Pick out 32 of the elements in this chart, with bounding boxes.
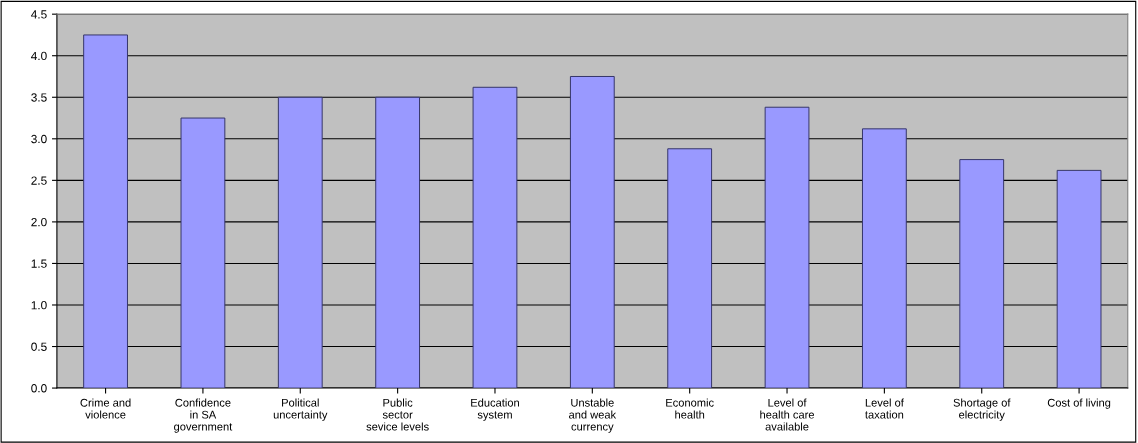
bar [959,159,1005,389]
x-tick-label: Confidence in SA government [174,398,233,433]
y-tick-label: 1.0 [31,301,47,310]
y-tick-label: 0.5 [31,342,47,351]
y-tick-label: 0.0 [31,384,47,393]
y-tick-label: 2.0 [31,217,47,227]
bar [569,76,615,389]
bar [180,117,226,389]
x-tick-label: Crime and violence [80,398,131,419]
y-tick-label: 2.5 [31,176,47,185]
bar [764,106,810,389]
y-tick-label: 3.0 [31,134,47,144]
x-tick-label: Unstable and weak currency [569,398,617,433]
x-tick-label: Level of health care available [760,398,815,431]
x-tick-label: Cost of living [1047,398,1111,409]
bar [277,96,323,389]
x-tick-label: Education system [471,398,519,421]
x-tick-label: Level of taxation [865,398,904,419]
x-tick-label: Shortage of electricity [953,398,1011,421]
y-tick-label: 4.0 [31,51,47,61]
bar [667,148,713,389]
y-tick-label: 4.5 [31,10,47,19]
bar [375,96,421,389]
bar [861,128,907,389]
bar [1056,169,1102,389]
x-tick-label: Economic health [666,398,714,419]
bar [472,86,518,389]
y-tick-label: 1.5 [31,259,47,268]
x-tick-label: Public sector sevice levels [366,398,429,431]
x-tick-label: Political uncertainty [273,398,328,421]
bar [83,34,128,389]
y-tick-label: 3.5 [31,93,47,102]
